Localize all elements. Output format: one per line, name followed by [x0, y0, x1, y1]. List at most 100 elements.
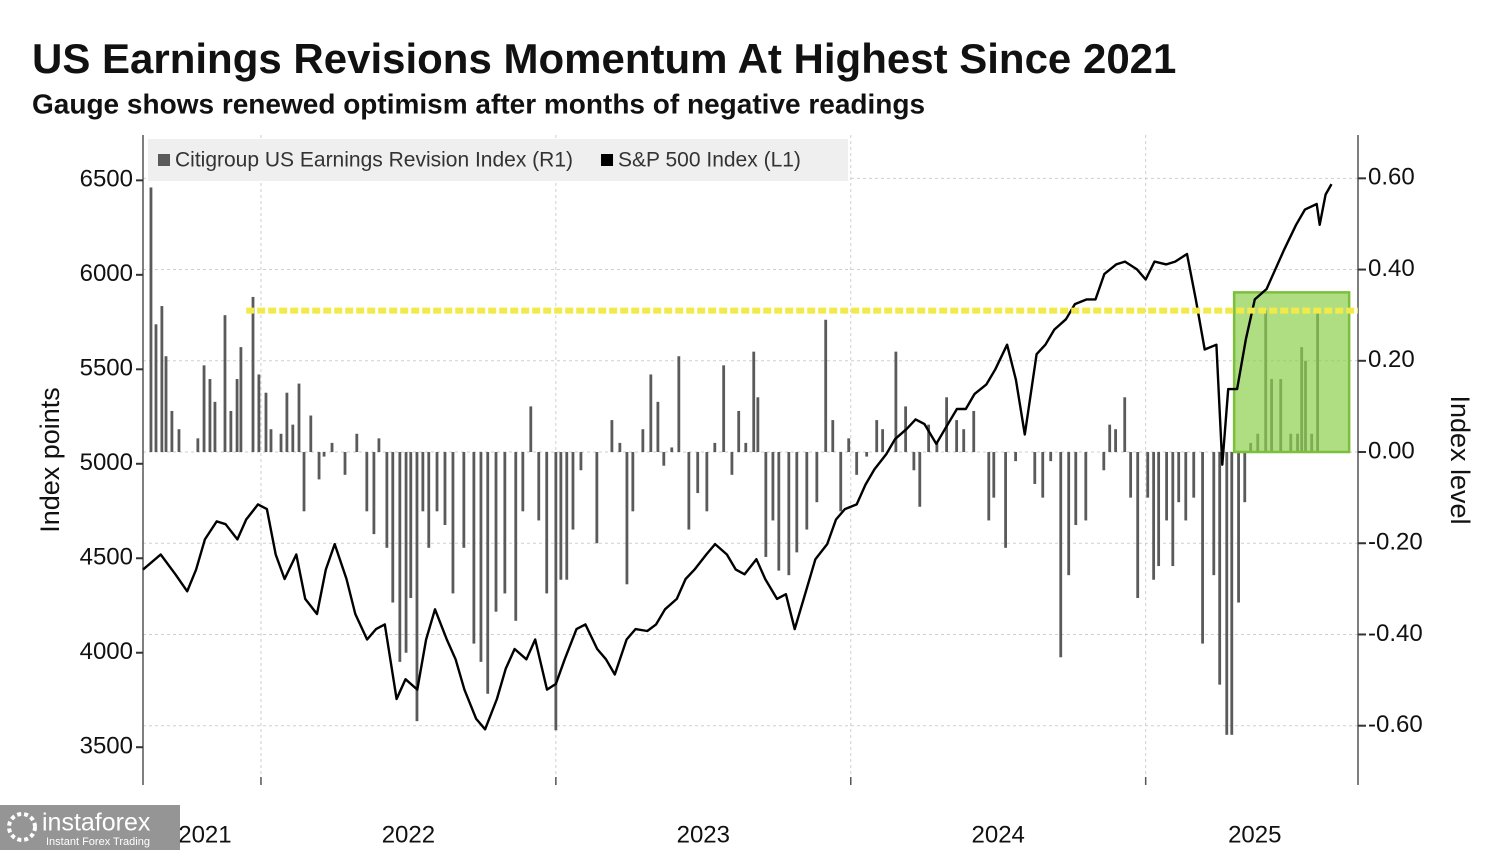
- bar: [625, 452, 629, 585]
- bar: [730, 452, 734, 475]
- bar: [164, 356, 168, 453]
- bar: [764, 452, 768, 557]
- bar: [503, 452, 507, 594]
- bar: [894, 351, 898, 453]
- bar: [545, 452, 549, 594]
- watermark-brand: instaforex: [42, 809, 151, 837]
- bar: [302, 452, 306, 512]
- bar: [839, 452, 843, 512]
- bar: [154, 324, 158, 453]
- y-tick-label: 4000: [80, 638, 133, 665]
- bar: [472, 452, 476, 644]
- bar: [229, 410, 233, 453]
- bar: [912, 452, 916, 471]
- bar: [202, 365, 206, 453]
- bar: [559, 452, 563, 580]
- bar: [705, 452, 709, 512]
- bar: [972, 410, 976, 453]
- bar: [1192, 452, 1196, 498]
- bar: [398, 452, 402, 662]
- bar: [285, 392, 289, 453]
- x-tick-label: 2023: [677, 821, 730, 848]
- bar: [1237, 452, 1240, 603]
- bar: [486, 452, 490, 694]
- bar: [1212, 452, 1216, 576]
- bar: [291, 424, 295, 453]
- bar: [404, 452, 408, 653]
- bar: [752, 351, 756, 453]
- bar: [955, 420, 959, 453]
- legend-label: Citigroup US Earnings Revision Index (R1…: [175, 149, 573, 172]
- bar: [881, 429, 885, 453]
- bar: [297, 383, 301, 453]
- watermark-tagline: Instant Forex Trading: [46, 836, 150, 848]
- bar: [330, 442, 334, 453]
- bar: [687, 452, 691, 530]
- bar: [1136, 452, 1140, 598]
- legend-label: S&P 500 Index (L1): [618, 149, 801, 172]
- bar: [385, 452, 389, 548]
- bar: [631, 452, 635, 512]
- bar: [875, 420, 879, 453]
- bar: [565, 452, 569, 580]
- bar: [595, 452, 599, 544]
- bar: [451, 452, 455, 594]
- bar: [435, 452, 439, 512]
- bar: [409, 452, 413, 598]
- bar: [160, 306, 164, 453]
- bar: [1067, 452, 1071, 576]
- bar: [1218, 452, 1222, 685]
- bar: [213, 401, 217, 453]
- bar: [795, 452, 799, 553]
- bar: [927, 424, 931, 453]
- bar: [1146, 452, 1150, 498]
- bar: [737, 410, 741, 453]
- bar: [1171, 452, 1175, 567]
- bar: [1049, 452, 1053, 462]
- bar: [196, 438, 200, 453]
- bar: [1102, 452, 1106, 471]
- bar: [1177, 452, 1181, 503]
- bar: [1129, 452, 1133, 498]
- bar: [696, 452, 700, 494]
- bar: [391, 452, 395, 603]
- bar: [462, 452, 466, 548]
- bar: [1157, 452, 1161, 567]
- bar: [208, 379, 212, 453]
- bar: [962, 429, 966, 453]
- bar: [264, 392, 268, 453]
- chart-subtitle: Gauge shows renewed optimism after month…: [32, 88, 925, 119]
- bar: [223, 315, 227, 453]
- bar: [514, 452, 518, 621]
- y-axis-title: Index points: [35, 387, 65, 533]
- y-tick-label: 5000: [80, 449, 133, 476]
- bar: [1225, 452, 1229, 735]
- bar: [571, 452, 575, 530]
- bar: [415, 452, 419, 722]
- bar: [554, 452, 558, 731]
- y2-tick-label: 0.00: [1368, 437, 1415, 464]
- bar: [865, 452, 869, 457]
- bar: [815, 452, 819, 503]
- bar: [787, 452, 791, 576]
- bar: [372, 452, 376, 535]
- y-tick-label: 4500: [80, 544, 133, 571]
- bar: [1165, 452, 1169, 521]
- bar: [847, 438, 851, 453]
- bar: [365, 452, 369, 512]
- bar: [1108, 424, 1112, 453]
- bar: [677, 356, 681, 453]
- bar: [756, 397, 760, 453]
- y2-axis-title: Index level: [1445, 395, 1475, 524]
- bar: [670, 447, 674, 453]
- bar: [421, 452, 425, 512]
- bar: [269, 429, 273, 453]
- bar: [1059, 452, 1063, 658]
- legend-box: [148, 139, 848, 181]
- bar: [1041, 452, 1045, 498]
- bar: [1033, 452, 1037, 484]
- bar: [935, 442, 939, 453]
- bar: [170, 410, 174, 453]
- bar: [235, 379, 239, 453]
